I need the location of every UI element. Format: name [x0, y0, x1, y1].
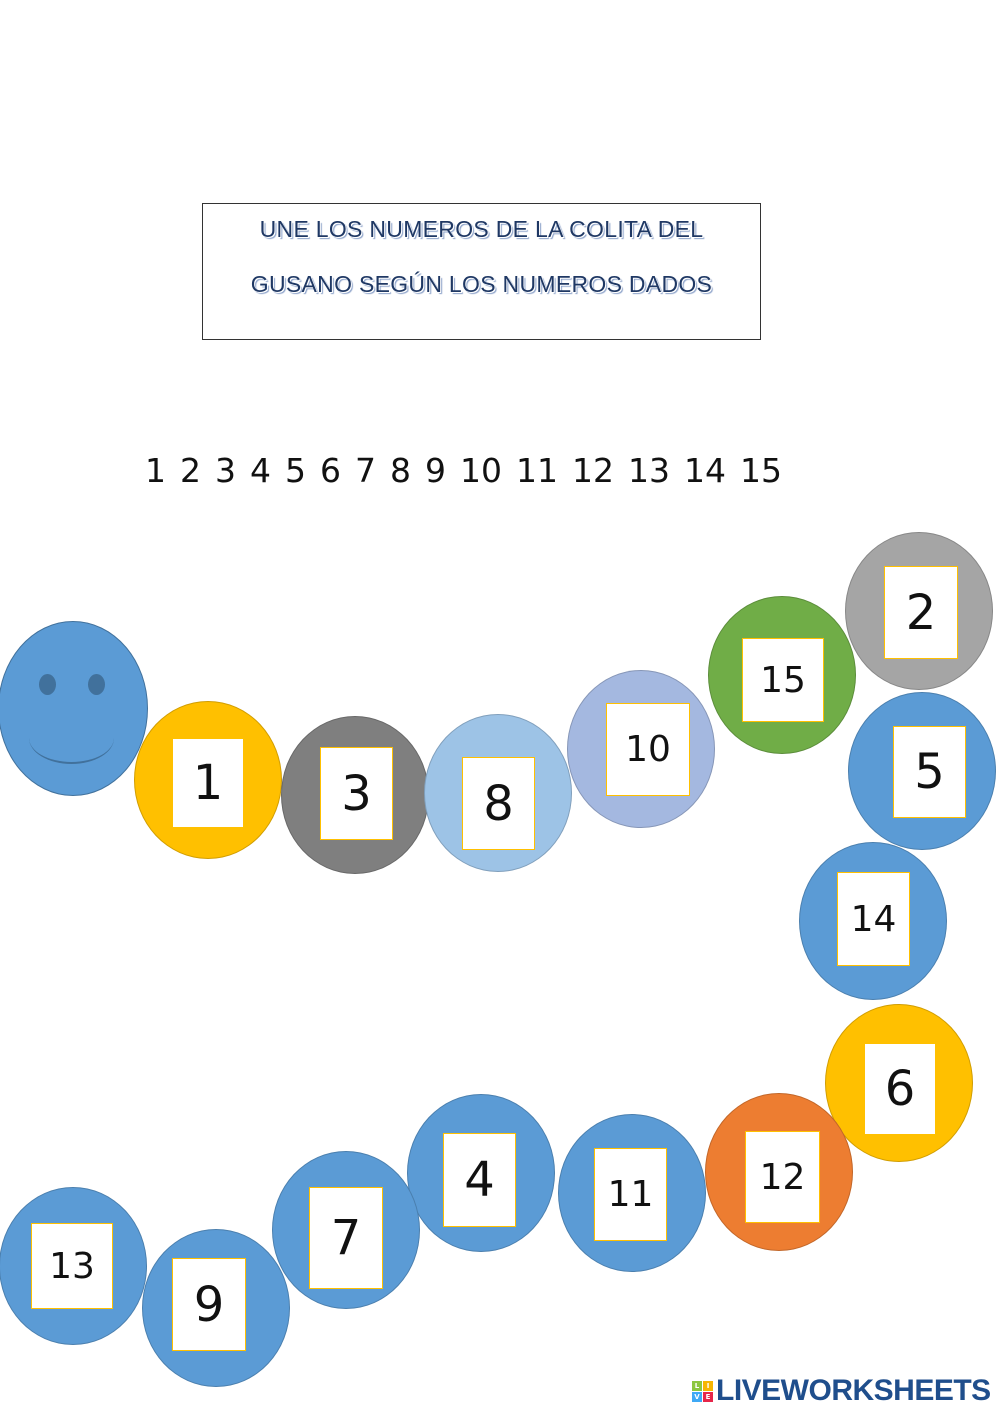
segment-number-box[interactable]: 8: [462, 757, 535, 850]
segment-number-box[interactable]: 4: [443, 1133, 516, 1227]
title-line-2: GUSANO SEGÚN LOS NUMEROS DADOS: [250, 271, 713, 297]
sequence-number: 14: [684, 451, 726, 490]
segment-number-box[interactable]: 11: [594, 1148, 667, 1241]
title-line-1: UNE LOS NUMEROS DE LA COLITA DEL: [259, 216, 704, 242]
sequence-number: 10: [460, 451, 502, 490]
segment-number-box[interactable]: 5: [893, 726, 966, 818]
instructions-box: UNE LOS NUMEROS DE LA COLITA DEL GUSANO …: [202, 203, 761, 340]
sequence-number: 12: [572, 451, 614, 490]
sequence-number: 1: [145, 451, 166, 490]
segment-number-box[interactable]: 2: [884, 566, 958, 659]
sequence-number: 6: [320, 451, 341, 490]
logo-text: LIVEWORKSHEETS: [716, 1374, 991, 1407]
right-eye-icon: [88, 674, 105, 695]
smile-icon: [29, 712, 114, 764]
sequence-number: 8: [390, 451, 411, 490]
segment-number-box[interactable]: 13: [31, 1223, 113, 1309]
segment-number-box[interactable]: 1: [172, 738, 244, 828]
left-eye-icon: [39, 674, 56, 695]
sequence-number: 4: [250, 451, 271, 490]
sequence-number: 11: [516, 451, 558, 490]
sequence-number: 13: [628, 451, 670, 490]
sequence-number: 5: [285, 451, 306, 490]
worm-head: [0, 621, 148, 796]
sequence-number: 7: [355, 451, 376, 490]
sequence-number: 2: [180, 451, 201, 490]
number-sequence: 1 2 3 4 5 6 7 8 9 10 11 12 13 14 15: [145, 442, 845, 500]
sequence-number: 3: [215, 451, 236, 490]
segment-number-box[interactable]: 12: [745, 1131, 820, 1223]
segment-number-box[interactable]: 14: [837, 872, 910, 966]
segment-number-box[interactable]: 6: [864, 1043, 936, 1135]
sequence-number: 9: [425, 451, 446, 490]
segment-number-box[interactable]: 10: [606, 703, 690, 796]
segment-number-box[interactable]: 9: [172, 1258, 246, 1351]
segment-number-box[interactable]: 15: [742, 638, 824, 722]
segment-number-box[interactable]: 3: [320, 747, 393, 840]
segment-number-box[interactable]: 7: [309, 1187, 383, 1289]
sequence-number: 15: [740, 451, 782, 490]
